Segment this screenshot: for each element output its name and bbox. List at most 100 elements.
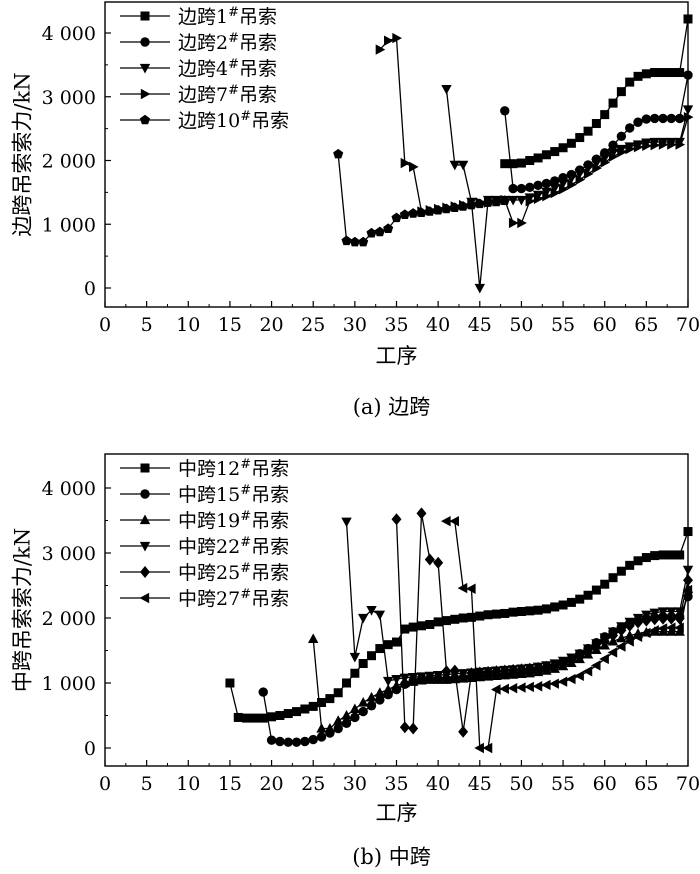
data-point bbox=[533, 605, 543, 615]
data-point bbox=[625, 123, 635, 133]
x-tick-label: 30 bbox=[343, 773, 367, 795]
x-tick-label: 65 bbox=[634, 314, 658, 336]
data-point bbox=[516, 158, 526, 168]
data-point bbox=[466, 199, 477, 210]
data-point bbox=[399, 209, 410, 219]
data-point bbox=[666, 607, 677, 617]
data-point bbox=[233, 712, 243, 722]
data-point bbox=[533, 153, 543, 163]
data-point bbox=[250, 713, 260, 723]
data-point bbox=[283, 709, 293, 719]
data-point bbox=[666, 68, 676, 78]
data-point bbox=[258, 687, 268, 697]
data-point bbox=[500, 608, 510, 618]
y-axis-label: 边跨吊索索力/kN bbox=[10, 72, 34, 236]
data-point bbox=[375, 44, 386, 55]
data-point bbox=[658, 139, 669, 150]
data-point bbox=[391, 680, 402, 690]
data-point bbox=[357, 697, 369, 707]
data-point bbox=[583, 168, 594, 180]
y-tick-label: 2 000 bbox=[42, 151, 96, 173]
data-point bbox=[391, 212, 402, 223]
legend-label: 中跨15#吊索 bbox=[178, 483, 289, 506]
data-point bbox=[491, 665, 502, 678]
data-point bbox=[441, 84, 452, 95]
data-point bbox=[625, 143, 636, 155]
data-point bbox=[458, 201, 469, 211]
data-point bbox=[607, 647, 618, 658]
chart-panel-1: 0 5 10 15 20 25 30 35 40 45 50 55 60 65 70 0 1 000 2 000 3… bbox=[10, 1, 700, 419]
data-point bbox=[683, 111, 694, 123]
data-point bbox=[517, 217, 527, 229]
legend-marker bbox=[140, 37, 150, 47]
data-point bbox=[457, 582, 468, 594]
legend: 中跨12#吊索中跨15#吊索中跨19#吊索中跨22#吊索中跨25#吊索中跨27#… bbox=[120, 457, 289, 610]
x-tick-label: 35 bbox=[384, 773, 408, 795]
data-point bbox=[607, 148, 619, 159]
data-point bbox=[582, 666, 593, 677]
data-point bbox=[525, 156, 535, 165]
data-point bbox=[416, 507, 427, 520]
data-point bbox=[558, 143, 568, 153]
data-point bbox=[432, 671, 444, 681]
data-point bbox=[658, 68, 668, 78]
data-point bbox=[291, 737, 302, 747]
data-point bbox=[516, 183, 527, 194]
data-point bbox=[508, 183, 518, 194]
data-point bbox=[658, 113, 668, 124]
data-point bbox=[625, 77, 635, 87]
data-point bbox=[350, 668, 360, 678]
data-point bbox=[625, 560, 635, 570]
data-point bbox=[649, 625, 659, 636]
data-point bbox=[408, 161, 419, 173]
series-line bbox=[504, 74, 689, 190]
data-point bbox=[683, 574, 693, 587]
data-point bbox=[392, 637, 401, 647]
x-tick-label: 65 bbox=[634, 773, 658, 795]
data-point bbox=[550, 176, 560, 186]
data-point bbox=[316, 732, 327, 742]
data-point bbox=[524, 681, 534, 693]
x-tick-label: 60 bbox=[593, 773, 617, 795]
legend-label: 边跨7#吊索 bbox=[178, 83, 277, 106]
data-point bbox=[674, 607, 685, 617]
data-point bbox=[658, 550, 668, 560]
data-point bbox=[308, 734, 318, 745]
data-point bbox=[384, 35, 394, 46]
data-point bbox=[366, 227, 377, 238]
data-point bbox=[616, 131, 627, 141]
x-tick-label: 45 bbox=[468, 314, 492, 336]
data-point bbox=[525, 196, 536, 207]
data-point bbox=[542, 191, 552, 202]
data-point bbox=[575, 133, 585, 143]
data-point bbox=[674, 626, 685, 636]
data-point bbox=[491, 609, 501, 619]
data-point bbox=[525, 606, 535, 616]
data-point bbox=[349, 652, 361, 663]
data-point bbox=[608, 573, 618, 583]
data-point bbox=[641, 69, 651, 79]
data-point bbox=[349, 703, 361, 714]
data-point bbox=[275, 711, 285, 720]
x-tick-label: 60 bbox=[593, 314, 617, 336]
legend-marker bbox=[139, 592, 150, 604]
data-point bbox=[558, 657, 569, 670]
x-tick-label: 20 bbox=[259, 314, 283, 336]
data-point bbox=[591, 158, 602, 169]
data-point bbox=[591, 641, 602, 654]
data-point bbox=[508, 159, 518, 169]
data-point bbox=[458, 725, 469, 738]
data-point bbox=[424, 671, 436, 682]
data-point bbox=[275, 736, 285, 747]
data-point bbox=[317, 698, 327, 707]
data-point bbox=[608, 140, 618, 150]
data-point bbox=[358, 706, 368, 717]
legend-label: 中跨25#吊索 bbox=[178, 561, 289, 584]
x-axis-label: 工序 bbox=[376, 801, 418, 825]
data-point bbox=[449, 202, 460, 212]
data-point bbox=[400, 157, 411, 169]
x-tick-label: 25 bbox=[301, 773, 325, 795]
y-tick-label: 3 000 bbox=[42, 87, 96, 109]
data-point bbox=[425, 620, 435, 629]
